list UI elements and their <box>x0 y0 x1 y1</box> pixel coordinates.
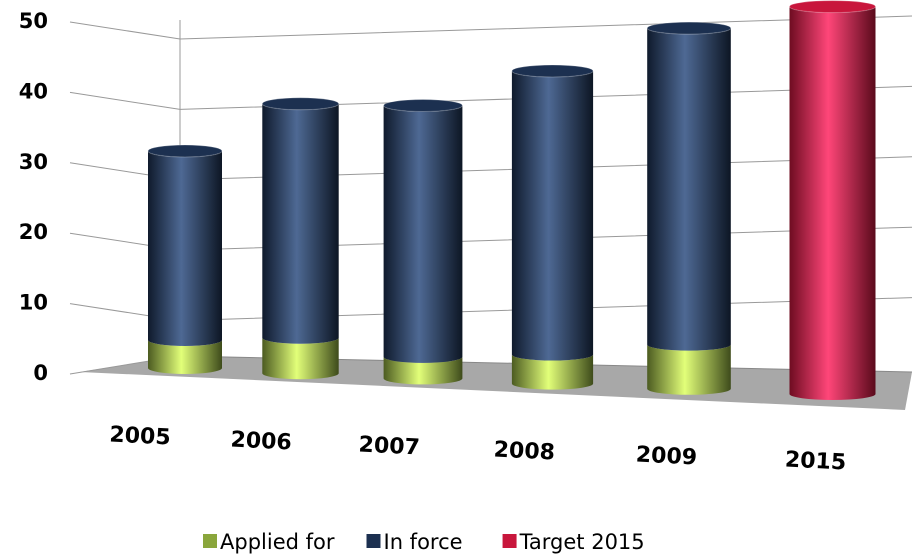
legend-swatch <box>203 534 217 548</box>
y-tick-label: 40 <box>19 79 48 103</box>
x-tick-label: 2008 <box>493 437 555 465</box>
cylinder-segment <box>383 356 463 385</box>
cylinder-segment <box>148 151 222 346</box>
cylinder-cap <box>511 64 594 78</box>
cylinder-cap <box>147 144 223 158</box>
cylinder-segment <box>647 344 731 395</box>
x-tick-label: 2005 <box>109 422 171 450</box>
y-tick-label: 50 <box>19 9 48 33</box>
cylinder-segment <box>647 28 731 351</box>
y-tick-label: 30 <box>19 150 48 174</box>
cylinder-segment <box>262 103 339 344</box>
legend-label: Applied for <box>220 530 335 554</box>
cylinder-segment <box>262 337 339 380</box>
legend-label: In force <box>384 530 463 554</box>
x-tick-label: 2007 <box>358 432 420 460</box>
cylinder-cap <box>261 97 340 111</box>
cylinder-cap <box>383 99 463 113</box>
y-tick-label: 20 <box>19 220 48 244</box>
y-tick-label: 10 <box>19 291 48 315</box>
legend-swatch <box>502 534 517 548</box>
legend-label: Target 2015 <box>519 530 645 554</box>
x-tick-label: 2009 <box>635 442 697 470</box>
cylinder-segment <box>511 354 594 390</box>
legend-swatch <box>366 534 381 548</box>
cylinder-segment <box>383 105 463 363</box>
cylinder-segment <box>148 340 222 374</box>
grid-line <box>69 85 913 110</box>
cylinder-cap <box>789 0 876 14</box>
cylinder-segment <box>511 70 594 361</box>
y-tick-label: 0 <box>33 361 48 385</box>
cylinder-segment <box>789 6 876 401</box>
grid-line <box>69 15 913 40</box>
cylinder-cap <box>646 21 732 35</box>
x-tick-label: 2006 <box>230 427 292 455</box>
x-tick-label: 2015 <box>784 447 846 475</box>
